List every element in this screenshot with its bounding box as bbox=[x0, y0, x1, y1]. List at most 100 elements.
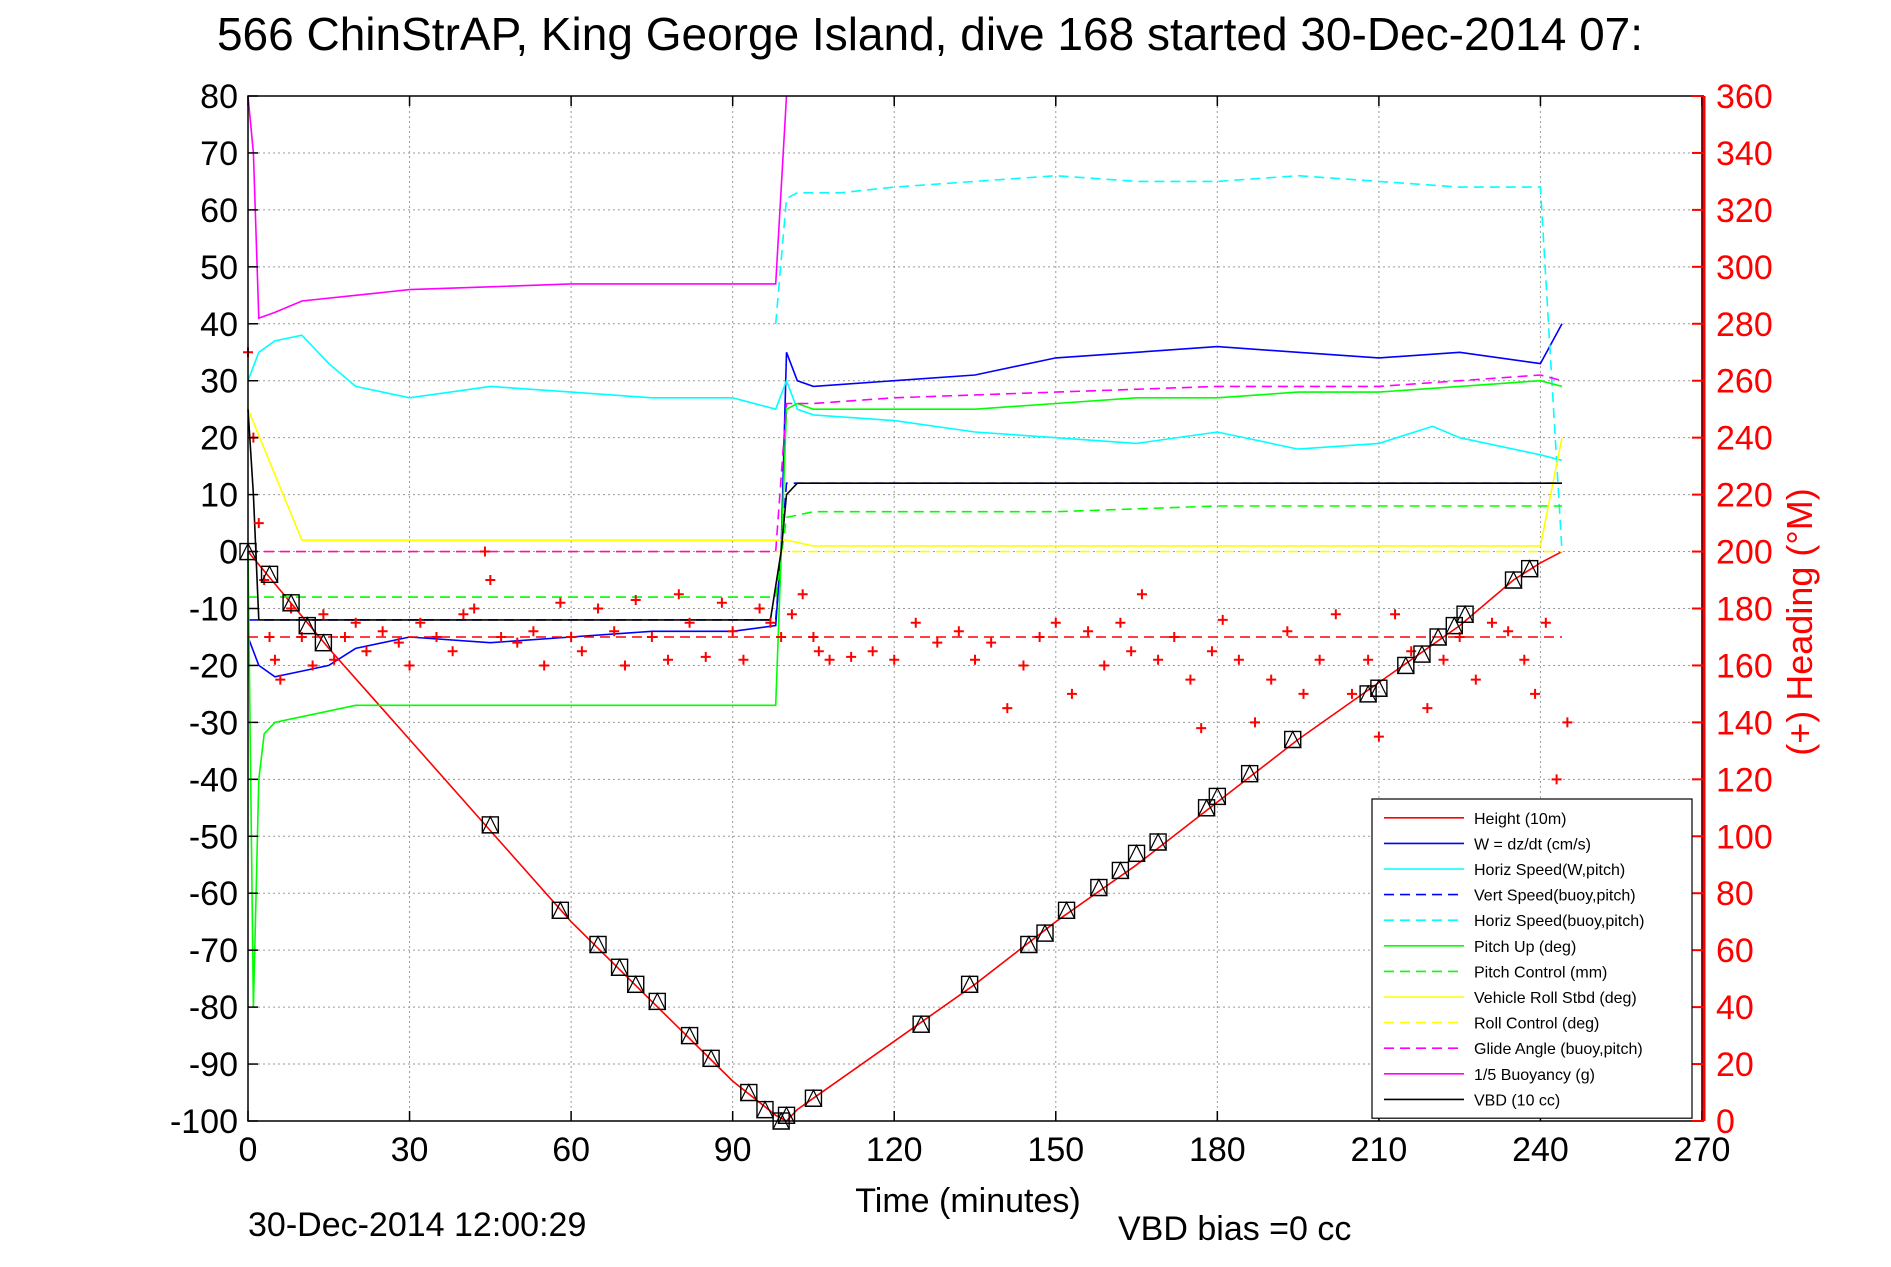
heading-point bbox=[1217, 614, 1228, 625]
y-tick-label: 30 bbox=[200, 363, 238, 401]
heading-point bbox=[1373, 731, 1384, 742]
heading-point bbox=[673, 589, 684, 600]
heading-point bbox=[684, 617, 695, 628]
y-tick-label: -70 bbox=[189, 932, 238, 970]
dive-marker bbox=[1429, 627, 1448, 646]
heading-point bbox=[754, 603, 765, 614]
heading-point bbox=[1486, 617, 1497, 628]
heading-point bbox=[986, 637, 997, 648]
heading-point bbox=[727, 626, 738, 637]
heading-point bbox=[1153, 654, 1164, 665]
y2-tick-label: 40 bbox=[1716, 989, 1754, 1027]
series-line-4 bbox=[774, 174, 1563, 552]
heading-point bbox=[469, 603, 480, 614]
dive-marker bbox=[1283, 730, 1302, 749]
dive-marker bbox=[1445, 616, 1464, 635]
x-tick-label: 240 bbox=[1512, 1131, 1569, 1169]
y-tick-label: 60 bbox=[200, 192, 238, 230]
x-tick-label: 150 bbox=[1027, 1131, 1084, 1169]
heading-point bbox=[1314, 654, 1325, 665]
heading-point bbox=[404, 660, 415, 671]
dive-marker bbox=[481, 815, 500, 834]
y-tick-label: 70 bbox=[200, 135, 238, 173]
dive-marker bbox=[1149, 832, 1168, 851]
dive-marker bbox=[739, 1083, 758, 1102]
heading-point bbox=[1298, 688, 1309, 699]
x-tick-label: 0 bbox=[239, 1131, 258, 1169]
heading-point bbox=[797, 589, 808, 600]
y2-tick-label: 340 bbox=[1716, 135, 1773, 173]
heading-point bbox=[377, 626, 388, 637]
heading-point bbox=[1250, 717, 1261, 728]
heading-point bbox=[576, 646, 587, 657]
x-tick-label: 180 bbox=[1189, 1131, 1246, 1169]
heading-point bbox=[824, 654, 835, 665]
y2-tick-label: 260 bbox=[1716, 363, 1773, 401]
heading-point bbox=[275, 674, 286, 685]
heading-point bbox=[953, 626, 964, 637]
heading-point bbox=[1034, 631, 1045, 642]
heading-point bbox=[329, 654, 340, 665]
dive-markers bbox=[239, 542, 1539, 1130]
dive-marker bbox=[1208, 787, 1227, 806]
dive-marker bbox=[804, 1088, 823, 1107]
y2-tick-label: 0 bbox=[1716, 1103, 1735, 1141]
heading-point bbox=[307, 660, 318, 671]
dive-marker bbox=[589, 935, 608, 954]
dive-marker bbox=[1240, 764, 1259, 783]
heading-point bbox=[630, 594, 641, 605]
y2-tick-label: 240 bbox=[1716, 420, 1773, 458]
y2-tick-label: 20 bbox=[1716, 1046, 1754, 1084]
heading-point bbox=[776, 631, 787, 642]
heading-point bbox=[1438, 654, 1449, 665]
heading-point bbox=[1470, 674, 1481, 685]
heading-point bbox=[269, 654, 280, 665]
heading-point bbox=[889, 654, 900, 665]
heading-point bbox=[415, 617, 426, 628]
dive-marker bbox=[1019, 935, 1038, 954]
heading-point bbox=[286, 603, 297, 614]
x-axis: 0 30 60 90 120 150 180 210 240 270 bbox=[239, 96, 1730, 1169]
dive-marker bbox=[648, 992, 667, 1011]
dive-marker bbox=[260, 564, 279, 584]
heading-point bbox=[867, 646, 878, 657]
heading-point bbox=[350, 617, 361, 628]
y2-tick-label: 140 bbox=[1716, 704, 1773, 742]
heading-point bbox=[1530, 688, 1541, 699]
y2-tick-label: 360 bbox=[1716, 78, 1773, 116]
y-tick-label: 20 bbox=[200, 420, 238, 458]
x-tick-label: 60 bbox=[552, 1131, 590, 1169]
series-line-7 bbox=[247, 408, 1563, 547]
heading-point bbox=[512, 637, 523, 648]
dive-marker bbox=[1089, 878, 1108, 897]
series-line-11 bbox=[247, 409, 1562, 621]
heading-point bbox=[566, 631, 577, 642]
heading-point bbox=[479, 546, 490, 557]
heading-point bbox=[786, 609, 797, 620]
heading-point bbox=[253, 518, 264, 529]
legend-label-11: VBD (10 cc) bbox=[1474, 1092, 1560, 1109]
dive-marker bbox=[777, 1105, 796, 1125]
heading-point bbox=[1503, 626, 1514, 637]
y-tick-label: 0 bbox=[219, 534, 238, 572]
y2-tick-label: 280 bbox=[1716, 306, 1773, 344]
y2-tick-label: 80 bbox=[1716, 875, 1754, 913]
dive-marker bbox=[1412, 644, 1431, 663]
dive-marker bbox=[960, 974, 979, 994]
y-tick-label: 40 bbox=[200, 306, 238, 344]
legend-label-6: Pitch Control (mm) bbox=[1474, 964, 1607, 981]
heading-point bbox=[1346, 688, 1357, 699]
dive-marker bbox=[1197, 798, 1216, 817]
legend-label-9: Glide Angle (buoy,pitch) bbox=[1474, 1041, 1643, 1058]
heading-point bbox=[1233, 654, 1244, 665]
heading-point bbox=[264, 631, 275, 642]
series-line-2 bbox=[247, 334, 1563, 462]
y-tick-label: -20 bbox=[189, 647, 238, 685]
y-tick-label: -100 bbox=[170, 1103, 238, 1141]
legend-label-5: Pitch Up (deg) bbox=[1474, 939, 1576, 956]
heading-point bbox=[609, 626, 620, 637]
y-tick-label: -60 bbox=[189, 875, 238, 913]
y2-tick-label: 200 bbox=[1716, 534, 1773, 572]
heading-point bbox=[318, 609, 329, 620]
